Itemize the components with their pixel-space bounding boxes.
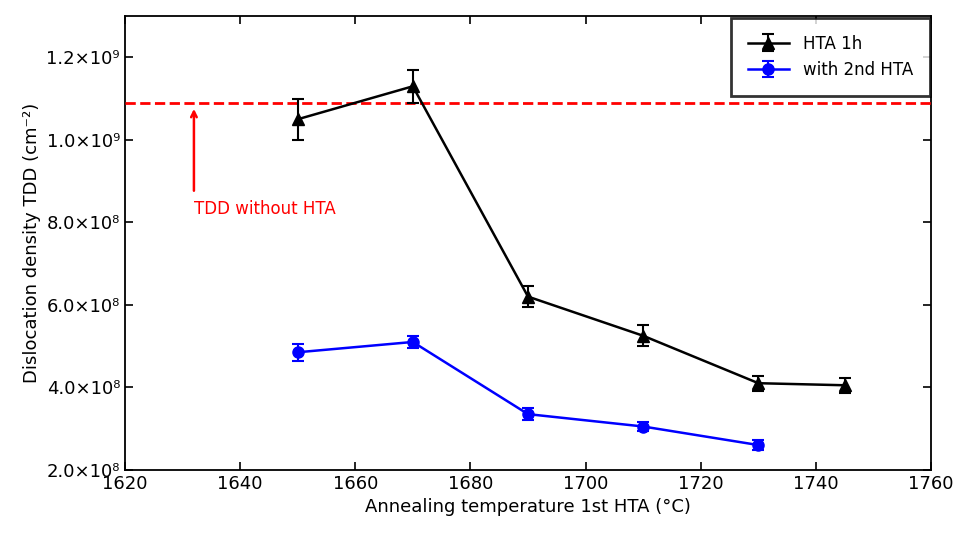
Legend: HTA 1h, with 2nd HTA: HTA 1h, with 2nd HTA — [737, 24, 923, 89]
Text: TDD without HTA: TDD without HTA — [194, 200, 336, 218]
Y-axis label: Dislocation density TDD (cm⁻²): Dislocation density TDD (cm⁻²) — [23, 103, 41, 383]
X-axis label: Annealing temperature 1st HTA (°C): Annealing temperature 1st HTA (°C) — [365, 498, 691, 516]
